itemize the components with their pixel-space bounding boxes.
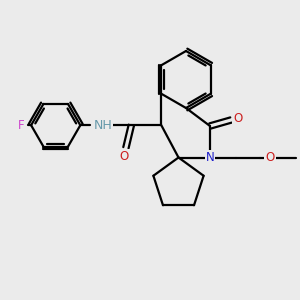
- Text: O: O: [266, 151, 274, 164]
- Text: O: O: [233, 112, 242, 125]
- Text: O: O: [120, 150, 129, 163]
- Text: F: F: [18, 119, 25, 132]
- Text: NH: NH: [93, 119, 112, 132]
- Text: N: N: [206, 151, 214, 164]
